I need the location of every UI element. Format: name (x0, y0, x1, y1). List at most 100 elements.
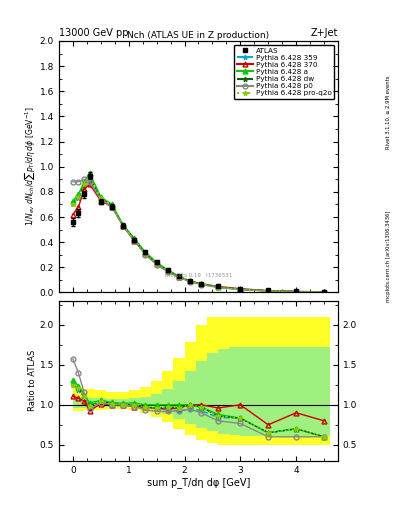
Pythia 6.428 p0 (238, 287, 243, 293)
Pythia 6.428 359 (87, 178, 92, 184)
Line: Pythia 6.428 dw: Pythia 6.428 dw (70, 175, 327, 294)
Pythia 6.428 dw (266, 288, 271, 294)
Pythia 6.428 dw (143, 250, 148, 257)
Pythia 6.428 dw (294, 289, 299, 295)
Pythia 6.428 370 (98, 198, 103, 204)
Pythia 6.428 359 (110, 204, 114, 210)
Pythia 6.428 pro-q2o (238, 286, 243, 292)
Legend: ATLAS, Pythia 6.428 359, Pythia 6.428 370, Pythia 6.428 a, Pythia 6.428 dw, Pyth: ATLAS, Pythia 6.428 359, Pythia 6.428 37… (234, 45, 334, 99)
Pythia 6.428 pro-q2o (199, 281, 204, 287)
Pythia 6.428 p0 (143, 252, 148, 258)
Pythia 6.428 dw (216, 284, 220, 290)
Text: mcplots 0.19   I1736531: mcplots 0.19 I1736531 (165, 273, 232, 279)
Pythia 6.428 a (176, 273, 181, 279)
Pythia 6.428 pro-q2o (294, 289, 299, 295)
Pythia 6.428 p0 (98, 197, 103, 203)
Line: Pythia 6.428 370: Pythia 6.428 370 (70, 182, 327, 294)
Pythia 6.428 359 (266, 288, 271, 294)
Pythia 6.428 p0 (216, 284, 220, 290)
Pythia 6.428 370 (121, 223, 125, 229)
Pythia 6.428 pro-q2o (143, 250, 148, 257)
Pythia 6.428 359 (154, 261, 159, 267)
Y-axis label: $1/N_{ev}$ $dN_{ch}/d\sum p_T/d\eta\,d\phi$ [GeV$^{-1}$]: $1/N_{ev}$ $dN_{ch}/d\sum p_T/d\eta\,d\p… (23, 107, 37, 226)
Pythia 6.428 a (165, 267, 170, 273)
Pythia 6.428 p0 (132, 238, 137, 244)
Pythia 6.428 pro-q2o (87, 175, 92, 181)
Pythia 6.428 pro-q2o (132, 237, 137, 243)
Pythia 6.428 p0 (322, 289, 327, 295)
Pythia 6.428 359 (82, 182, 86, 188)
Pythia 6.428 359 (216, 284, 220, 290)
Pythia 6.428 pro-q2o (188, 278, 193, 284)
Text: Rivet 3.1.10, ≥ 2.9M events: Rivet 3.1.10, ≥ 2.9M events (386, 76, 391, 150)
Pythia 6.428 a (110, 201, 114, 207)
Pythia 6.428 dw (71, 201, 75, 207)
Pythia 6.428 370 (322, 289, 327, 295)
Pythia 6.428 pro-q2o (76, 194, 81, 200)
Pythia 6.428 dw (76, 194, 81, 200)
Pythia 6.428 a (82, 179, 86, 185)
Pythia 6.428 dw (176, 274, 181, 280)
Pythia 6.428 a (294, 289, 299, 295)
Pythia 6.428 370 (216, 283, 220, 289)
Pythia 6.428 a (322, 289, 327, 295)
Pythia 6.428 a (121, 222, 125, 228)
Pythia 6.428 dw (199, 281, 204, 287)
Pythia 6.428 359 (322, 289, 327, 295)
Pythia 6.428 dw (154, 261, 159, 267)
Pythia 6.428 a (188, 278, 193, 284)
Text: Z+Jet: Z+Jet (310, 28, 338, 38)
Title: Nch (ATLAS UE in Z production): Nch (ATLAS UE in Z production) (127, 31, 270, 40)
X-axis label: sum p_T/dη dφ [GeV]: sum p_T/dη dφ [GeV] (147, 477, 250, 488)
Pythia 6.428 359 (199, 281, 204, 287)
Pythia 6.428 p0 (121, 223, 125, 229)
Pythia 6.428 pro-q2o (322, 289, 327, 295)
Pythia 6.428 p0 (76, 179, 81, 185)
Pythia 6.428 p0 (82, 176, 86, 182)
Pythia 6.428 dw (110, 203, 114, 209)
Pythia 6.428 a (87, 170, 92, 176)
Pythia 6.428 a (216, 284, 220, 290)
Pythia 6.428 p0 (154, 262, 159, 268)
Pythia 6.428 pro-q2o (121, 223, 125, 229)
Pythia 6.428 370 (199, 281, 204, 287)
Pythia 6.428 a (71, 198, 75, 204)
Pythia 6.428 370 (176, 274, 181, 280)
Pythia 6.428 359 (188, 279, 193, 285)
Pythia 6.428 dw (121, 223, 125, 229)
Pythia 6.428 370 (188, 278, 193, 284)
Pythia 6.428 370 (87, 181, 92, 187)
Pythia 6.428 a (238, 286, 243, 292)
Line: Pythia 6.428 a: Pythia 6.428 a (70, 170, 327, 294)
Pythia 6.428 370 (71, 211, 75, 218)
Pythia 6.428 359 (71, 199, 75, 205)
Pythia 6.428 359 (121, 223, 125, 229)
Pythia 6.428 370 (238, 286, 243, 292)
Pythia 6.428 a (132, 236, 137, 242)
Pythia 6.428 pro-q2o (165, 267, 170, 273)
Pythia 6.428 359 (132, 237, 137, 243)
Pythia 6.428 a (98, 194, 103, 200)
Pythia 6.428 pro-q2o (110, 203, 114, 209)
Pythia 6.428 a (143, 249, 148, 255)
Pythia 6.428 pro-q2o (176, 274, 181, 280)
Pythia 6.428 359 (165, 268, 170, 274)
Pythia 6.428 dw (238, 286, 243, 292)
Text: 13000 GeV pp: 13000 GeV pp (59, 28, 129, 38)
Pythia 6.428 359 (238, 286, 243, 292)
Pythia 6.428 dw (87, 174, 92, 180)
Pythia 6.428 pro-q2o (71, 201, 75, 207)
Pythia 6.428 dw (82, 181, 86, 187)
Pythia 6.428 p0 (87, 179, 92, 185)
Pythia 6.428 a (266, 288, 271, 294)
Pythia 6.428 359 (294, 289, 299, 295)
Pythia 6.428 pro-q2o (98, 195, 103, 201)
Pythia 6.428 dw (98, 195, 103, 201)
Pythia 6.428 370 (76, 204, 81, 210)
Pythia 6.428 p0 (188, 279, 193, 285)
Pythia 6.428 dw (132, 237, 137, 243)
Line: Pythia 6.428 pro-q2o: Pythia 6.428 pro-q2o (70, 176, 327, 294)
Pythia 6.428 a (76, 191, 81, 198)
Pythia 6.428 370 (294, 288, 299, 294)
Y-axis label: Ratio to ATLAS: Ratio to ATLAS (28, 350, 37, 411)
